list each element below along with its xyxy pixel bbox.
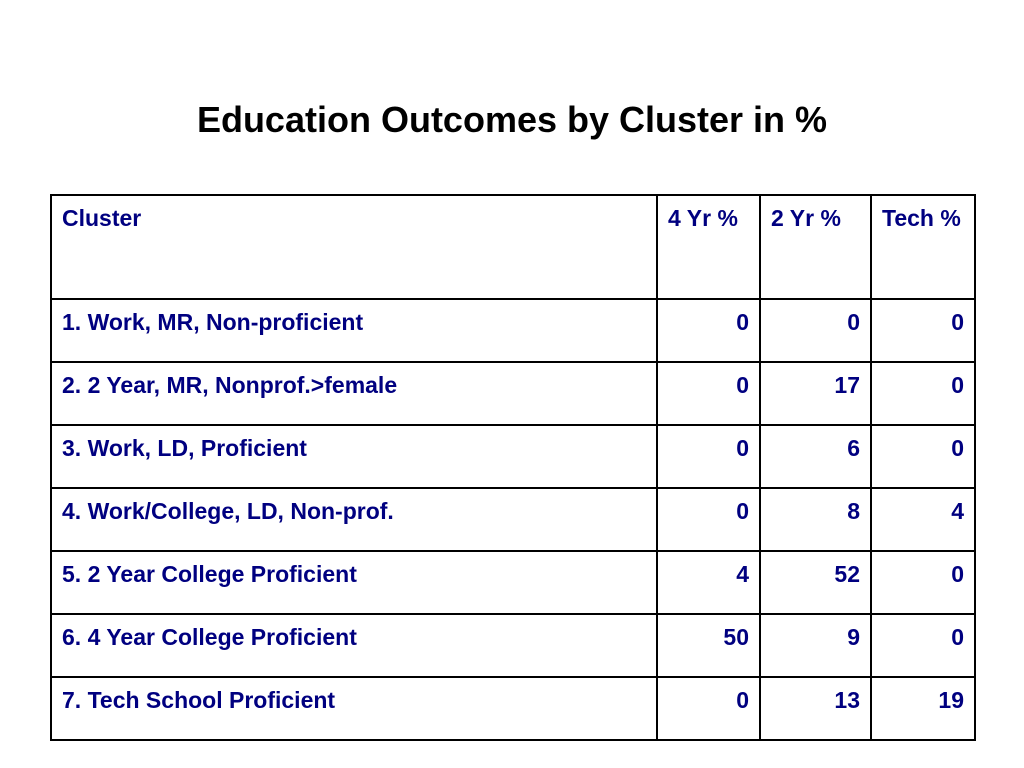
header-tech: Tech % (870, 194, 976, 300)
header-cluster: Cluster (50, 194, 658, 300)
tech-cell: 4 (870, 487, 976, 552)
cluster-cell: 6. 4 Year College Proficient (50, 613, 658, 678)
table-row: 2. 2 Year, MR, Nonprof.>female 0 17 0 (50, 361, 976, 426)
four-yr-cell: 0 (656, 676, 761, 741)
table-row: 5. 2 Year College Proficient 4 52 0 (50, 550, 976, 615)
two-yr-cell: 0 (759, 298, 872, 363)
four-yr-cell: 0 (656, 424, 761, 489)
four-yr-cell: 4 (656, 550, 761, 615)
two-yr-cell: 9 (759, 613, 872, 678)
table-row: 1. Work, MR, Non-proficient 0 0 0 (50, 298, 976, 363)
table-row: 3. Work, LD, Proficient 0 6 0 (50, 424, 976, 489)
four-yr-cell: 0 (656, 361, 761, 426)
header-2yr: 2 Yr % (759, 194, 872, 300)
cluster-cell: 1. Work, MR, Non-proficient (50, 298, 658, 363)
tech-cell: 0 (870, 613, 976, 678)
four-yr-cell: 0 (656, 487, 761, 552)
tech-cell: 0 (870, 424, 976, 489)
cluster-cell: 5. 2 Year College Proficient (50, 550, 658, 615)
outcomes-table: Cluster 4 Yr % 2 Yr % Tech % 1. Work, MR… (50, 194, 976, 741)
cluster-cell: 4. Work/College, LD, Non-prof. (50, 487, 658, 552)
four-yr-cell: 50 (656, 613, 761, 678)
table-row: 6. 4 Year College Proficient 50 9 0 (50, 613, 976, 678)
cluster-cell: 7. Tech School Proficient (50, 676, 658, 741)
tech-cell: 19 (870, 676, 976, 741)
cluster-cell: 3. Work, LD, Proficient (50, 424, 658, 489)
four-yr-cell: 0 (656, 298, 761, 363)
table-row: 4. Work/College, LD, Non-prof. 0 8 4 (50, 487, 976, 552)
header-4yr: 4 Yr % (656, 194, 761, 300)
slide-title: Education Outcomes by Cluster in % (196, 99, 828, 140)
table-header-row: Cluster 4 Yr % 2 Yr % Tech % (50, 194, 976, 300)
tech-cell: 0 (870, 550, 976, 615)
tech-cell: 0 (870, 298, 976, 363)
table-row: 7. Tech School Proficient 0 13 19 (50, 676, 976, 741)
cluster-cell: 2. 2 Year, MR, Nonprof.>female (50, 361, 658, 426)
two-yr-cell: 13 (759, 676, 872, 741)
two-yr-cell: 17 (759, 361, 872, 426)
two-yr-cell: 52 (759, 550, 872, 615)
tech-cell: 0 (870, 361, 976, 426)
two-yr-cell: 6 (759, 424, 872, 489)
two-yr-cell: 8 (759, 487, 872, 552)
